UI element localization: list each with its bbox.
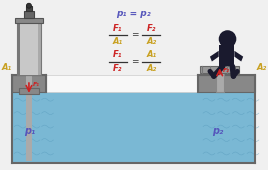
Bar: [20, 23, 38, 75]
Text: p₁: p₁: [24, 126, 36, 136]
Circle shape: [27, 3, 31, 8]
Text: p₂: p₂: [212, 126, 223, 136]
Bar: [198, 75, 255, 92]
Bar: [219, 45, 234, 66]
Bar: [200, 66, 239, 73]
Bar: [15, 19, 43, 23]
Bar: [19, 88, 39, 94]
Circle shape: [219, 30, 236, 48]
Bar: [17, 23, 20, 75]
Text: A₁: A₁: [1, 63, 11, 72]
Text: A₁: A₁: [146, 50, 156, 59]
Polygon shape: [210, 51, 219, 62]
Text: A₂: A₂: [146, 37, 156, 46]
Bar: [17, 23, 41, 75]
Bar: [46, 75, 198, 92]
Text: =: =: [131, 31, 138, 40]
Text: p₁ = p₂: p₁ = p₂: [116, 9, 151, 18]
Text: F₁: F₁: [113, 50, 123, 59]
Text: =: =: [131, 57, 138, 66]
Text: F₁: F₁: [113, 24, 123, 33]
Bar: [13, 92, 254, 162]
Text: F₂: F₂: [223, 68, 230, 73]
Text: A₂: A₂: [257, 63, 267, 72]
Bar: [26, 6, 32, 11]
Text: F₂: F₂: [147, 24, 156, 33]
Text: F₁: F₁: [33, 82, 40, 87]
Text: F₂: F₂: [113, 64, 123, 73]
Text: A₂: A₂: [146, 64, 156, 73]
Text: A₁: A₁: [113, 37, 123, 46]
Bar: [26, 75, 32, 161]
Bar: [12, 75, 46, 92]
Bar: [216, 70, 224, 92]
Bar: [24, 11, 34, 19]
Polygon shape: [234, 51, 243, 62]
